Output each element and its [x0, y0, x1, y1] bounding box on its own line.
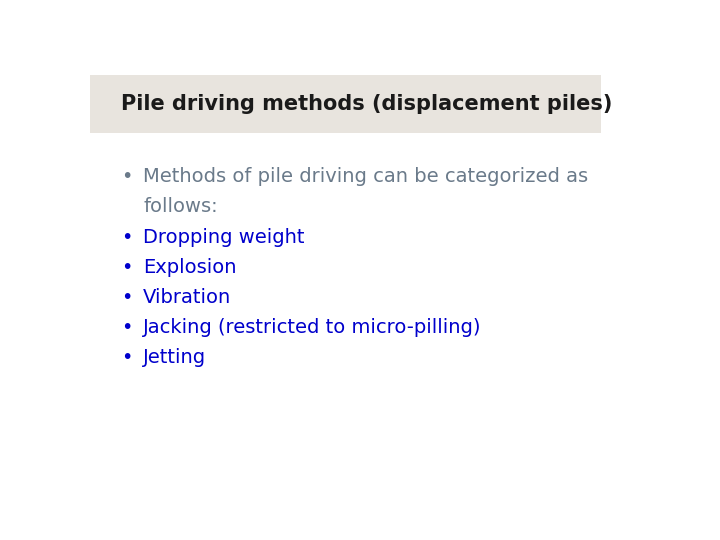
- Text: Explosion: Explosion: [143, 258, 236, 276]
- Text: •: •: [121, 228, 132, 247]
- Text: •: •: [121, 258, 132, 276]
- Text: •: •: [121, 348, 132, 367]
- Text: Dropping weight: Dropping weight: [143, 228, 305, 247]
- Text: Jacking (restricted to micro-pilling): Jacking (restricted to micro-pilling): [143, 318, 482, 336]
- Text: •: •: [121, 288, 132, 307]
- Text: Methods of pile driving can be categorized as: Methods of pile driving can be categoriz…: [143, 167, 588, 186]
- Text: •: •: [121, 318, 132, 336]
- Text: Vibration: Vibration: [143, 288, 231, 307]
- Text: Jetting: Jetting: [143, 348, 206, 367]
- FancyBboxPatch shape: [90, 75, 600, 133]
- Text: •: •: [121, 167, 132, 186]
- Text: follows:: follows:: [143, 197, 217, 215]
- Text: Pile driving methods (displacement piles): Pile driving methods (displacement piles…: [121, 94, 612, 114]
